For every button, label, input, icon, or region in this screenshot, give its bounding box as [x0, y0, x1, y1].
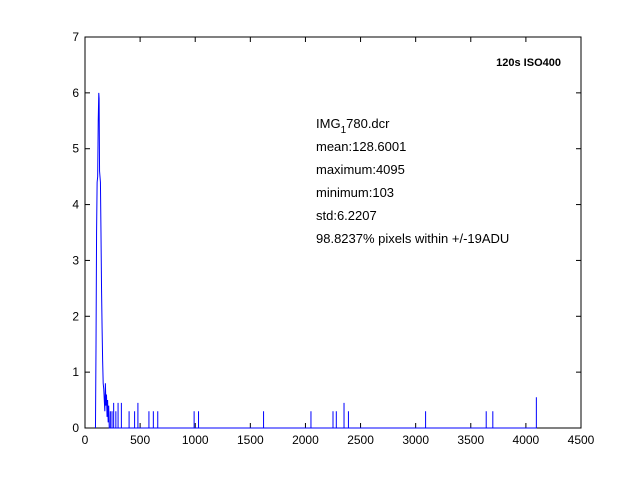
- y-tick-label: 4: [72, 198, 79, 212]
- y-tick-label: 0: [72, 421, 79, 435]
- y-tick-label: 6: [72, 86, 79, 100]
- annotation: 98.8237% pixels within +/-19ADU: [316, 231, 509, 246]
- x-tick-label: 1000: [182, 433, 209, 447]
- annotation: maximum:4095: [316, 162, 405, 177]
- x-tick-label: 0: [82, 433, 89, 447]
- annotation: 120s ISO400: [496, 57, 561, 69]
- x-tick-label: 2000: [292, 433, 319, 447]
- plot-area: [84, 36, 582, 429]
- annotation: IMG1780.dcr: [316, 116, 390, 136]
- y-tick-label: 7: [72, 30, 79, 44]
- series-line: [94, 92, 537, 429]
- annotation: minimum:103: [316, 185, 394, 200]
- y-tick-label: 3: [72, 253, 79, 267]
- y-tick-label: 5: [72, 142, 79, 156]
- x-tick-label: 3500: [457, 433, 484, 447]
- x-tick-label: 2500: [347, 433, 374, 447]
- annotation: mean:128.6001: [316, 139, 406, 154]
- x-tick-label: 4500: [568, 433, 595, 447]
- y-tick-label: 1: [72, 365, 79, 379]
- x-tick-label: 500: [130, 433, 150, 447]
- y-tick-label: 2: [72, 309, 79, 323]
- x-tick-label: 4000: [513, 433, 540, 447]
- annotation: std:6.2207: [316, 208, 377, 223]
- x-tick-label: 1500: [237, 433, 264, 447]
- x-tick-label: 3000: [402, 433, 429, 447]
